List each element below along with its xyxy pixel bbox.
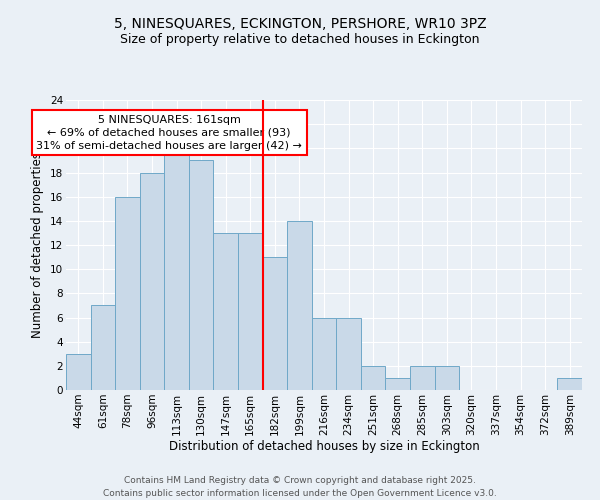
Y-axis label: Number of detached properties: Number of detached properties [31, 152, 44, 338]
Text: Size of property relative to detached houses in Eckington: Size of property relative to detached ho… [120, 32, 480, 46]
Bar [287, 221, 312, 390]
Bar [410, 366, 434, 390]
Text: 5, NINESQUARES, ECKINGTON, PERSHORE, WR10 3PZ: 5, NINESQUARES, ECKINGTON, PERSHORE, WR1… [113, 18, 487, 32]
Bar [115, 196, 140, 390]
X-axis label: Distribution of detached houses by size in Eckington: Distribution of detached houses by size … [169, 440, 479, 454]
Bar [164, 148, 189, 390]
Bar [140, 172, 164, 390]
Bar [214, 233, 238, 390]
Text: 5 NINESQUARES: 161sqm
← 69% of detached houses are smaller (93)
31% of semi-deta: 5 NINESQUARES: 161sqm ← 69% of detached … [36, 114, 302, 151]
Bar [557, 378, 582, 390]
Bar [336, 318, 361, 390]
Bar [361, 366, 385, 390]
Bar [91, 306, 115, 390]
Bar [312, 318, 336, 390]
Bar [238, 233, 263, 390]
Bar [66, 354, 91, 390]
Bar [385, 378, 410, 390]
Bar [263, 257, 287, 390]
Bar [189, 160, 214, 390]
Bar [434, 366, 459, 390]
Text: Contains HM Land Registry data © Crown copyright and database right 2025.
Contai: Contains HM Land Registry data © Crown c… [103, 476, 497, 498]
